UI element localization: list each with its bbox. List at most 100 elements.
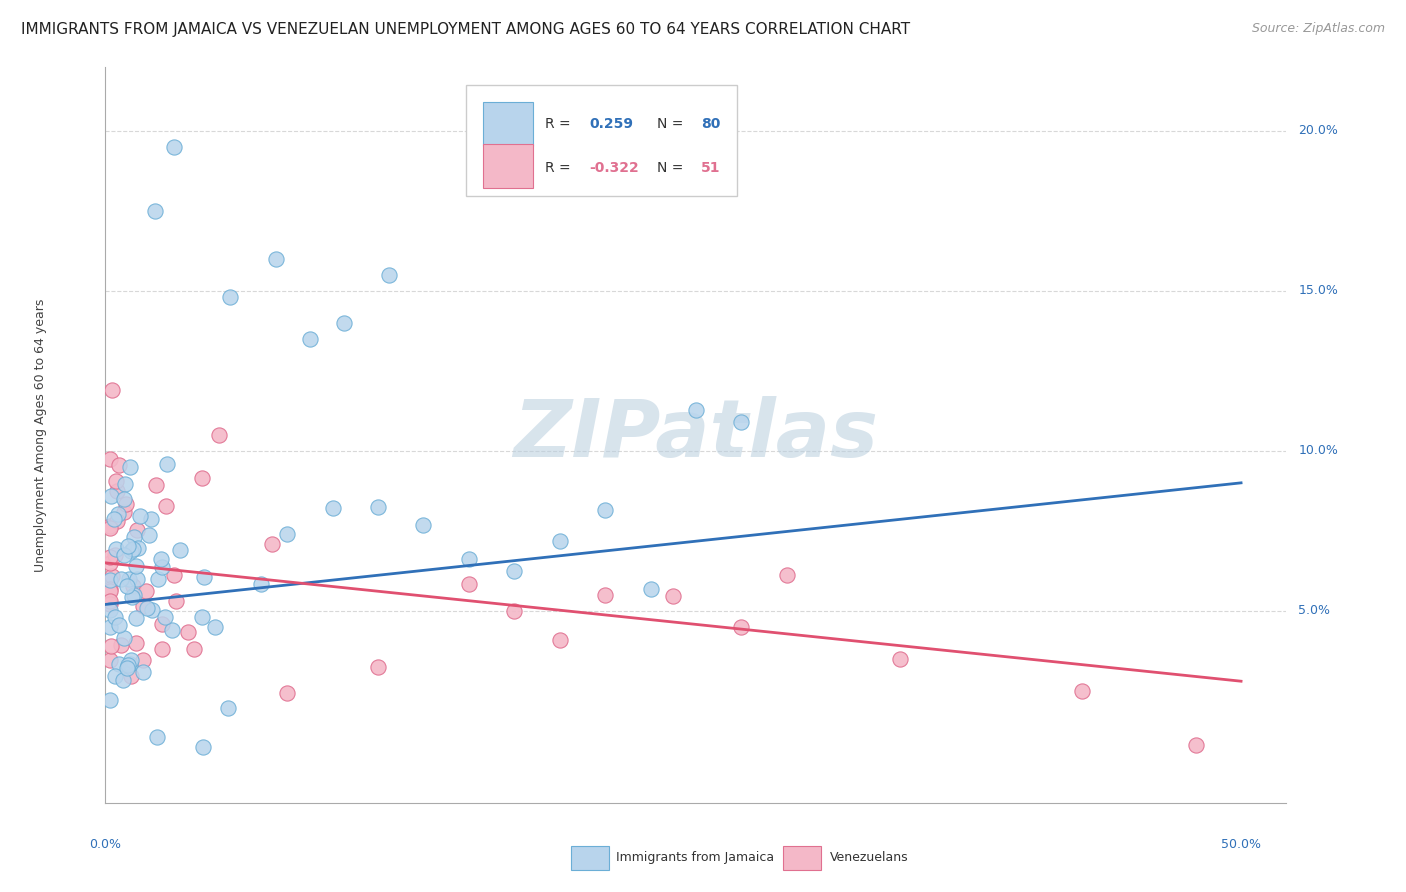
Point [322,501,344,516]
Point [117,658,139,673]
Point [139,511,162,525]
Point [100,383,122,397]
Point [110,638,132,652]
Point [1184,738,1206,752]
Point [149,552,172,566]
Point [103,512,125,526]
Point [333,316,356,330]
Point [146,730,169,744]
FancyBboxPatch shape [571,847,609,870]
Point [105,542,128,557]
FancyBboxPatch shape [484,145,533,187]
Text: 0.259: 0.259 [589,117,634,130]
Point [117,539,139,553]
Point [129,509,152,524]
Point [150,559,173,574]
Point [120,669,142,683]
Point [118,657,141,671]
FancyBboxPatch shape [484,103,533,145]
Point [457,552,479,566]
Point [219,290,242,304]
Point [112,631,135,645]
Point [114,491,136,506]
Point [457,576,479,591]
Point [115,579,138,593]
Text: 51: 51 [700,161,720,176]
Point [177,624,200,639]
Point [412,517,434,532]
Point [125,611,148,625]
Point [121,590,143,604]
Point [191,610,214,624]
Text: 80: 80 [700,117,720,130]
Point [150,641,173,656]
Point [640,582,662,596]
Point [132,653,155,667]
Point [107,507,129,521]
Point [593,588,616,602]
Point [112,548,135,562]
Point [127,523,149,537]
Point [156,457,179,471]
Point [730,415,752,429]
Text: 5.0%: 5.0% [1298,604,1330,617]
Point [120,653,142,667]
FancyBboxPatch shape [465,86,737,195]
Point [104,669,127,683]
Point [104,610,127,624]
Point [100,489,122,503]
Point [135,601,157,615]
Point [108,458,131,473]
Point [108,657,131,672]
Point [593,503,616,517]
Point [503,564,526,578]
FancyBboxPatch shape [783,847,821,870]
Text: Source: ZipAtlas.com: Source: ZipAtlas.com [1251,22,1385,36]
Point [165,594,187,608]
Text: 50.0%: 50.0% [1220,838,1261,851]
Point [141,603,163,617]
Point [217,700,239,714]
Point [100,556,122,570]
Point [120,459,142,474]
Point [193,570,215,584]
Point [146,572,169,586]
Point [98,597,121,611]
Point [118,572,141,586]
Point [110,572,132,586]
Point [145,478,167,492]
Point [150,617,173,632]
Text: N =: N = [657,117,683,130]
Point [132,665,155,679]
Point [120,543,142,558]
Point [127,541,149,555]
Point [114,476,136,491]
Point [163,568,186,582]
Point [104,548,127,562]
Point [155,499,177,513]
Point [98,582,121,596]
Point [105,475,128,489]
Text: Unemployment Among Ages 60 to 64 years: Unemployment Among Ages 60 to 64 years [34,298,46,572]
Point [135,584,157,599]
Point [121,579,143,593]
Text: -0.322: -0.322 [589,161,640,176]
Point [100,569,122,583]
Text: Venezuelans: Venezuelans [830,852,908,864]
Point [115,497,138,511]
Text: 10.0%: 10.0% [1298,444,1339,458]
Point [276,527,298,541]
Point [112,673,135,687]
Point [262,536,284,550]
Text: R =: R = [544,161,571,176]
Point [662,590,685,604]
Point [276,686,298,700]
Point [162,140,184,154]
Point [100,639,122,653]
Point [378,268,401,282]
Point [98,593,121,607]
Point [155,610,177,624]
Point [107,617,129,632]
Point [160,623,183,637]
Point [730,620,752,634]
